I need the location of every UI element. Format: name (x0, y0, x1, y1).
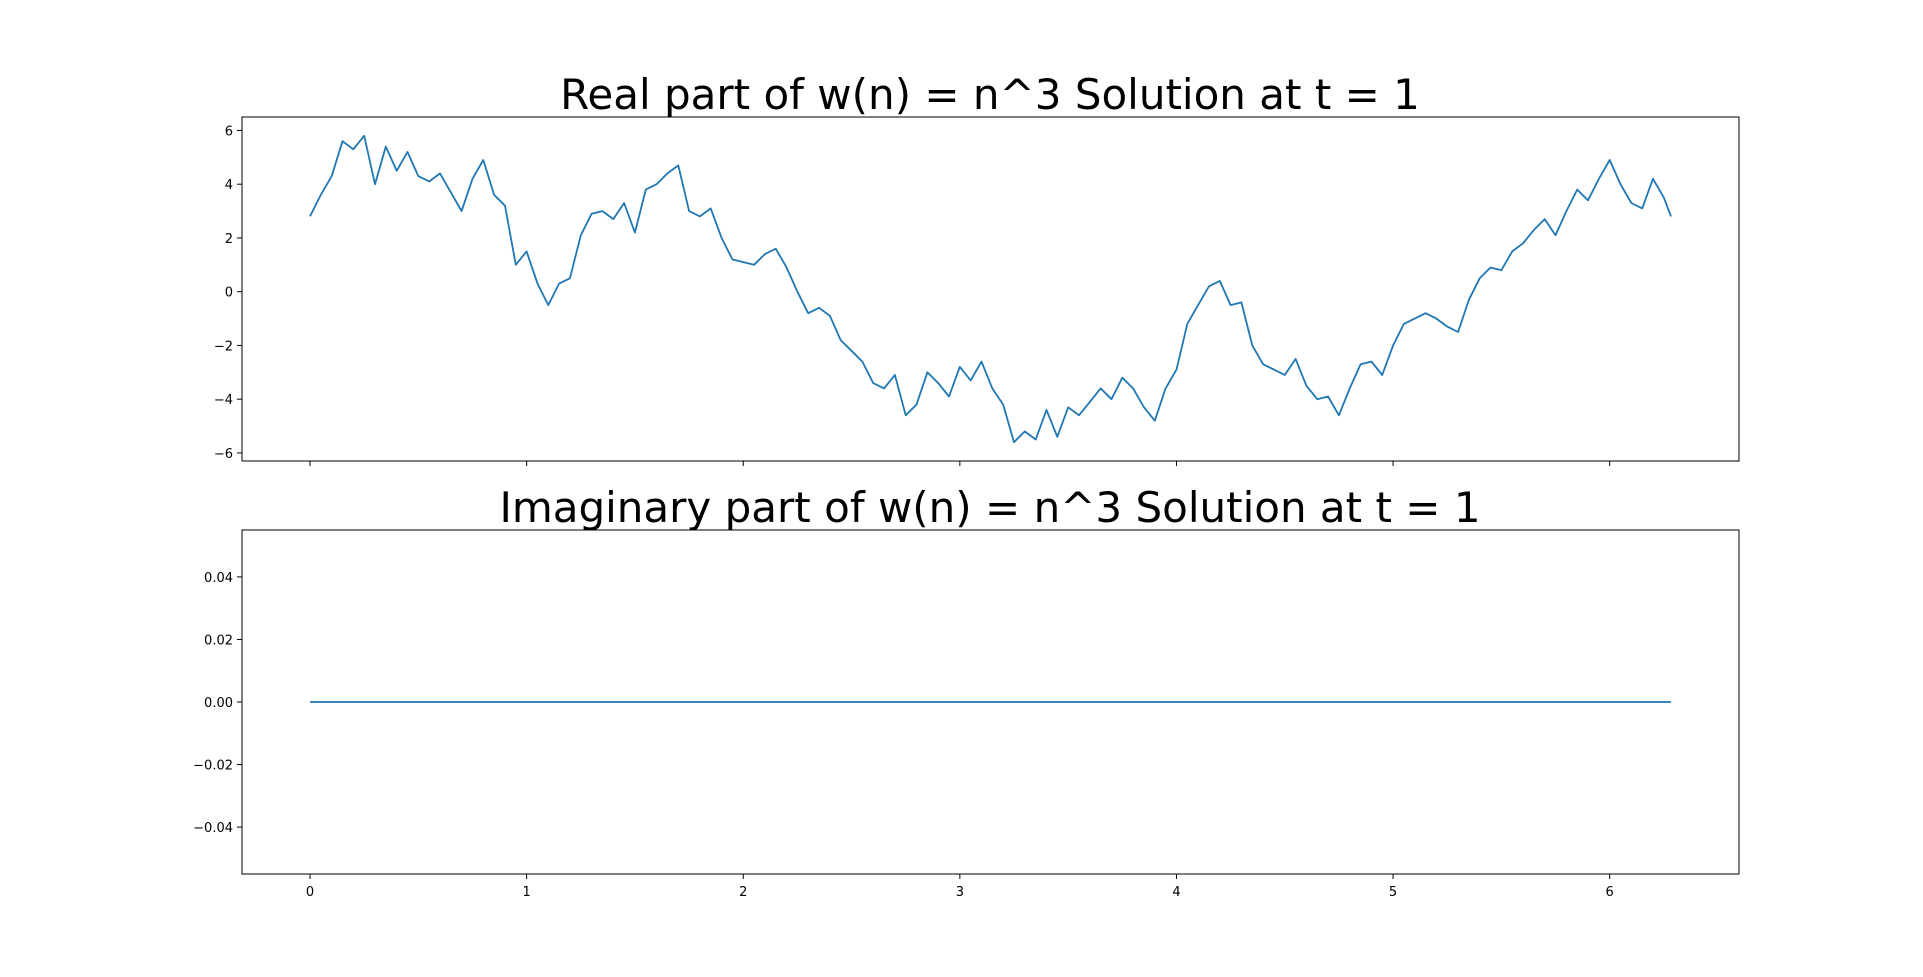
imaginary-part-y-tick-label: 0.04 (204, 571, 233, 586)
real-part-y-tick-label: −4 (214, 393, 233, 408)
real-part-y-tick-label: 4 (225, 178, 233, 193)
imaginary-part-x-tick-label: 5 (1389, 885, 1397, 900)
imaginary-part-y-tick-label: −0.02 (193, 759, 233, 774)
real-part-title: Real part of w(n) = n^3 Solution at t = … (560, 70, 1420, 119)
imaginary-part-x-tick-label: 2 (739, 885, 747, 900)
imaginary-part-y-tick-label: 0.00 (204, 696, 233, 711)
real-part-y-tick-label: 6 (225, 124, 233, 139)
real-part-y-tick-label: 2 (225, 232, 233, 247)
imaginary-part-x-tick-label: 4 (1172, 885, 1180, 900)
imaginary-part-x-tick-label: 0 (306, 885, 314, 900)
imaginary-part-y-tick-label: −0.04 (193, 821, 233, 836)
real-part-y-tick-label: −2 (214, 339, 233, 354)
imaginary-part-title: Imaginary part of w(n) = n^3 Solution at… (499, 483, 1480, 532)
real-part-y-axis: −6 −4 −2 0 2 4 6 (214, 124, 242, 462)
imaginary-part-y-tick-label: 0.02 (204, 633, 233, 648)
real-part-y-tick-label: −6 (214, 447, 233, 462)
imaginary-part-x-axis: 0 1 2 3 4 5 6 (306, 874, 1614, 900)
real-part-plot-frame (241, 116, 1740, 462)
real-part-y-tick-label: 0 (225, 286, 233, 301)
real-part-subplot: Real part of w(n) = n^3 Solution at t = … (214, 70, 1740, 466)
imaginary-part-x-tick-label: 3 (956, 885, 964, 900)
imaginary-part-y-axis: −0.04 −0.02 0.00 0.02 0.04 (193, 571, 242, 836)
imaginary-part-subplot: Imaginary part of w(n) = n^3 Solution at… (193, 483, 1740, 900)
imaginary-part-x-tick-label: 6 (1606, 885, 1614, 900)
real-part-series-line (309, 134, 1672, 444)
real-part-x-axis (309, 461, 1611, 466)
imaginary-part-plot-frame (241, 529, 1740, 875)
imaginary-part-x-tick-label: 1 (522, 885, 530, 900)
